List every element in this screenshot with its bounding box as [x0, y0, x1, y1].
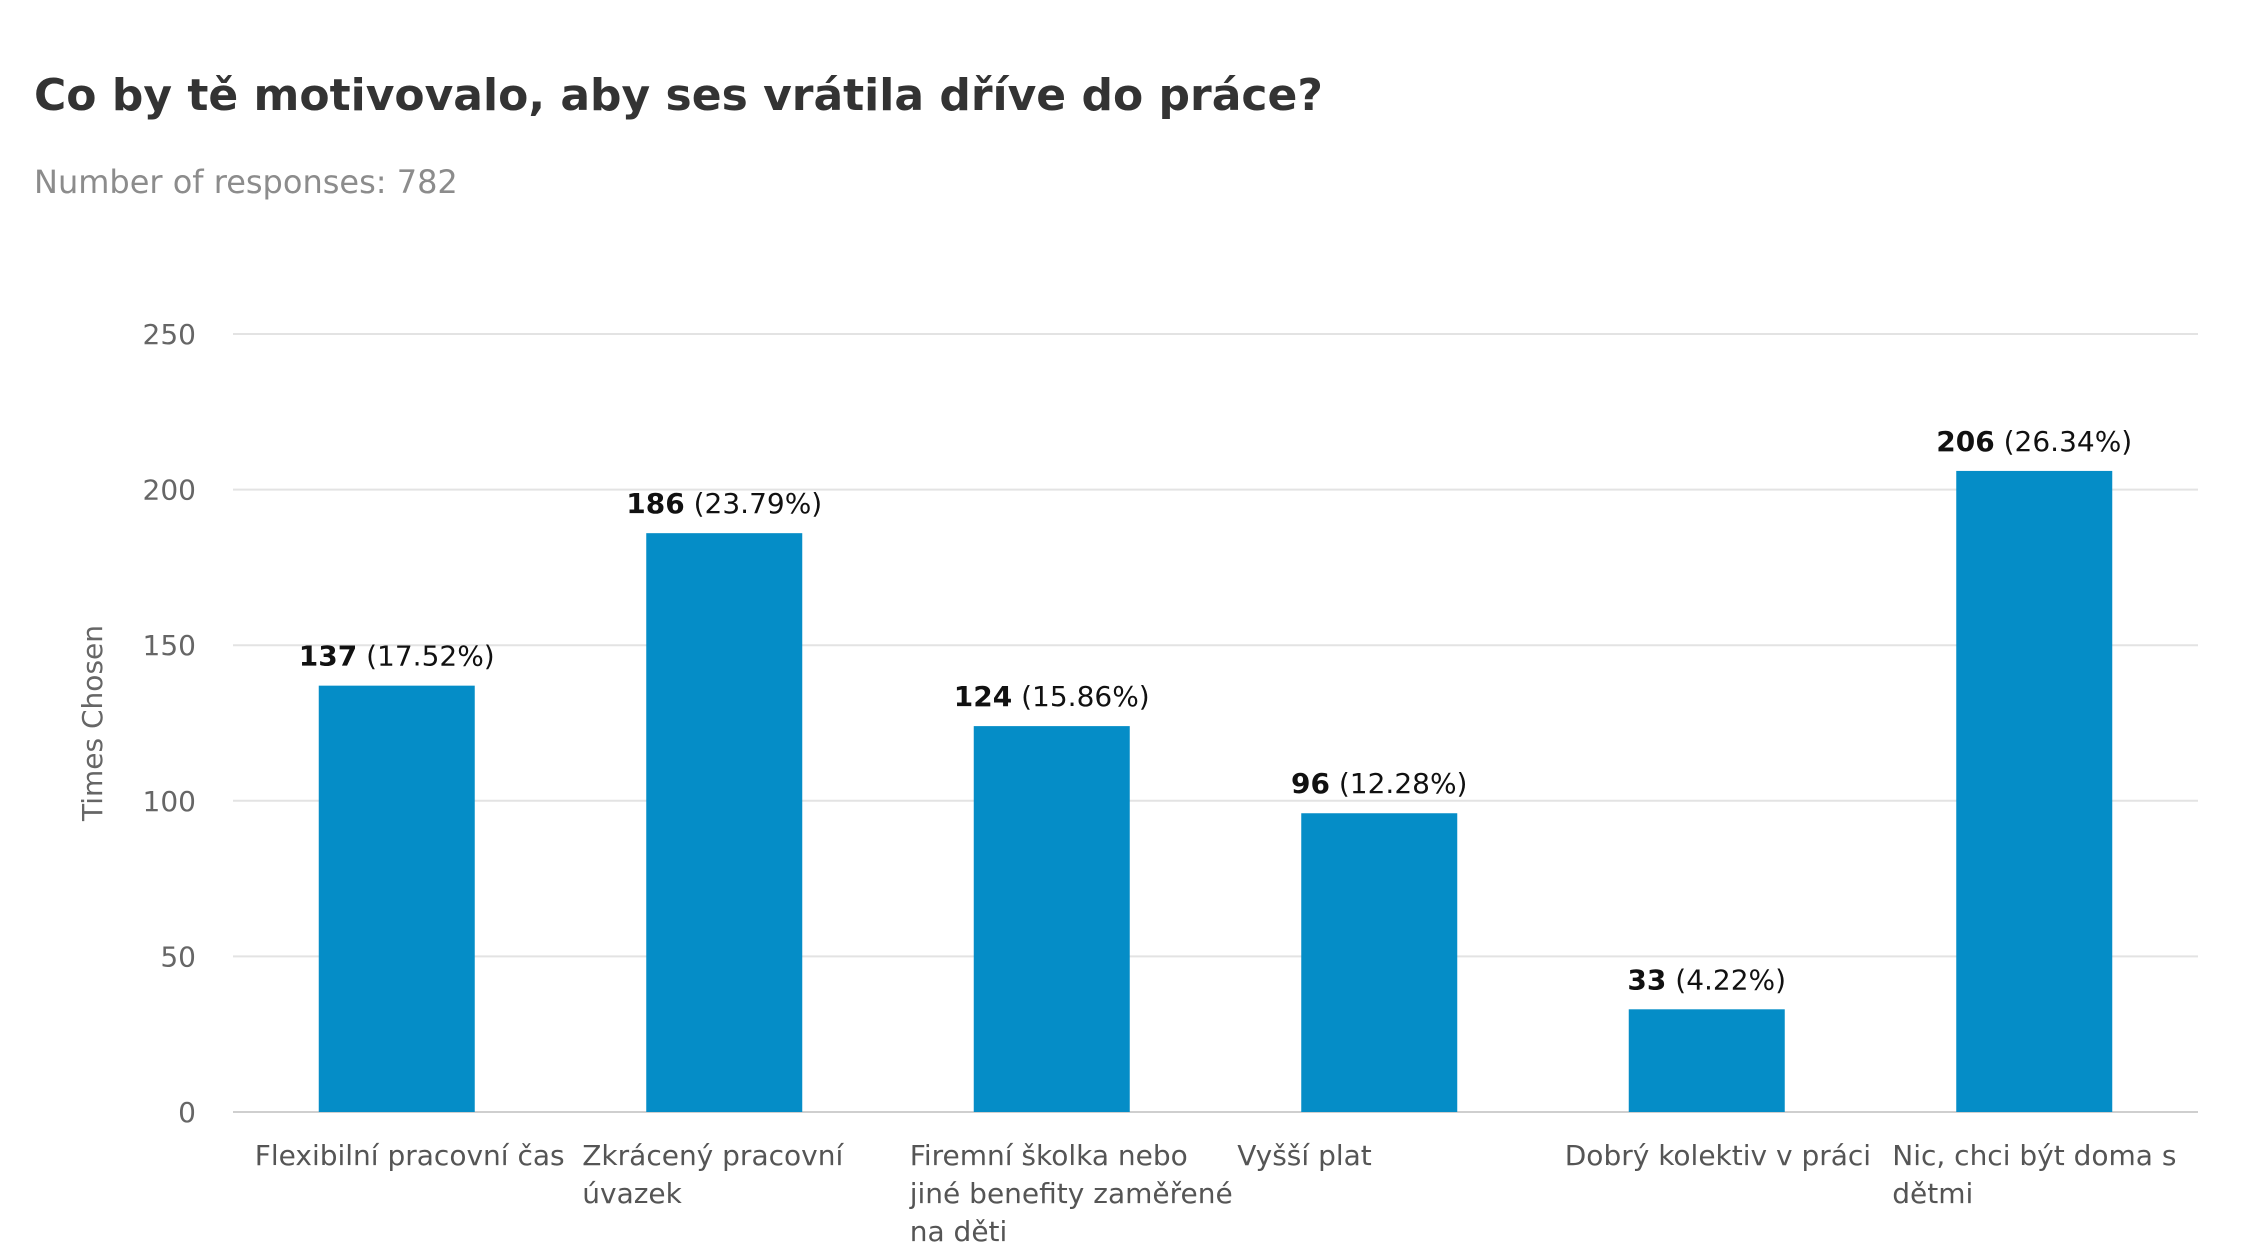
x-tick-label-line: úvazek: [582, 1177, 682, 1210]
x-tick-label-line: Zkrácený pracovní: [582, 1139, 844, 1172]
bar: [1301, 813, 1458, 1112]
x-tick-label: Firemní školka nebo jiné benefity zaměřen…: [909, 1139, 1233, 1248]
data-label: 206 (26.34%): [1936, 425, 2132, 458]
data-label: 96 (12.28%): [1291, 767, 1467, 800]
data-label-value: 124: [954, 680, 1012, 713]
x-tick-label: Dobrý kolektiv v práci: [1565, 1139, 1871, 1172]
x-tick-label: Vyšší plat: [1237, 1139, 1372, 1172]
x-tick-label-line: Nic, chci být doma s: [1892, 1139, 2176, 1172]
x-tick-label-line: jiné benefity zaměřené: [909, 1177, 1233, 1210]
y-axis-label: Times Chosen: [76, 625, 109, 822]
y-tick-label: 0: [178, 1096, 196, 1129]
data-label: 186 (23.79%): [626, 487, 822, 520]
data-label-value: 96: [1291, 767, 1330, 800]
response-count: Number of responses: 782: [34, 163, 458, 201]
data-label-value: 137: [299, 640, 357, 673]
data-label: 33 (4.22%): [1627, 963, 1786, 996]
x-tick-label-line: Vyšší plat: [1237, 1139, 1372, 1172]
x-tick-label: Nic, chci být doma s dětmi: [1892, 1139, 2176, 1210]
y-tick-label: 200: [143, 474, 196, 507]
x-tick-label: Zkrácený pracovní úvazek: [582, 1139, 844, 1210]
bar: [1628, 1009, 1785, 1112]
data-label-percent: (15.86%): [1012, 680, 1150, 713]
data-label-percent: (17.52%): [357, 640, 495, 673]
bar: [1956, 470, 2113, 1113]
data-label-percent: (12.28%): [1330, 767, 1468, 800]
bar: [646, 533, 803, 1112]
bar: [973, 726, 1130, 1112]
x-tick-label-line: Flexibilní pracovní čas: [255, 1139, 565, 1172]
x-tick-label-line: Dobrý kolektiv v práci: [1565, 1139, 1871, 1172]
y-tick-label: 50: [160, 940, 196, 973]
data-label: 137 (17.52%): [299, 640, 495, 673]
bar: [318, 685, 475, 1112]
chart-title: Co by tě motivovalo, aby ses vrátila dří…: [34, 70, 1323, 121]
data-label-percent: (4.22%): [1666, 963, 1786, 996]
data-label-percent: (26.34%): [1995, 425, 2133, 458]
data-label: 124 (15.86%): [954, 680, 1150, 713]
data-label-value: 206: [1936, 425, 1994, 458]
data-label-value: 186: [626, 487, 684, 520]
x-tick-label-line: na děti: [910, 1215, 1008, 1248]
data-label-value: 33: [1627, 963, 1666, 996]
x-tick-label-line: Firemní školka nebo: [910, 1139, 1188, 1172]
data-label-percent: (23.79%): [685, 487, 823, 520]
x-tick-label-line: dětmi: [1892, 1177, 1973, 1210]
y-tick-label: 150: [143, 629, 196, 662]
y-tick-label: 250: [143, 318, 196, 351]
y-tick-label: 100: [143, 785, 196, 818]
x-tick-label: Flexibilní pracovní čas: [255, 1139, 565, 1172]
